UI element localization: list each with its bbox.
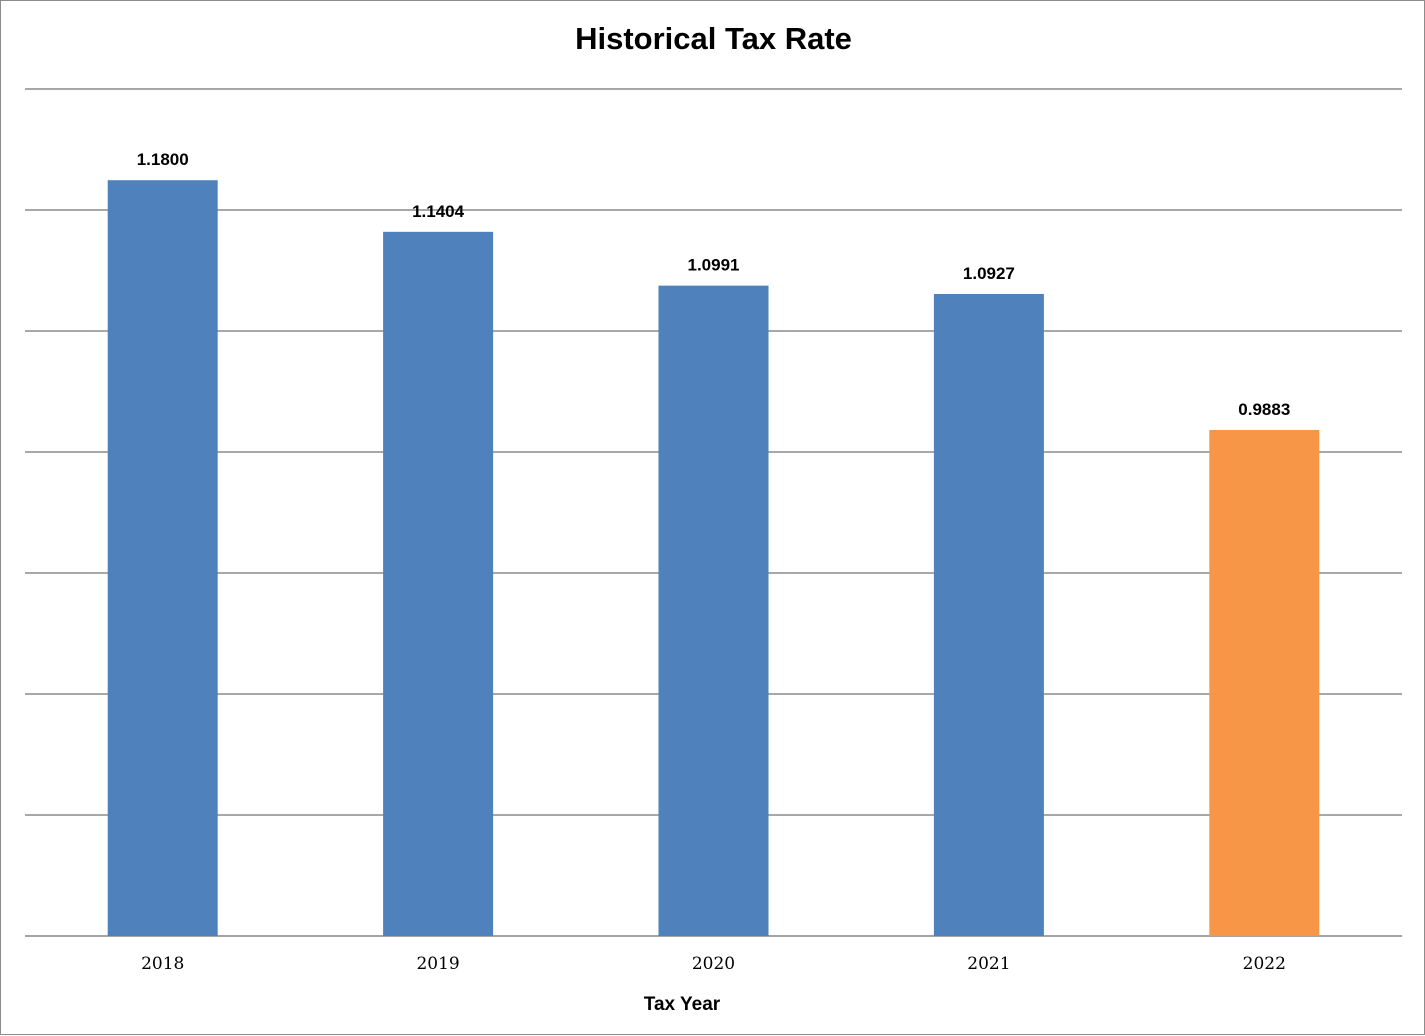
- bar-2019: [383, 231, 494, 936]
- data-label-2018: 1.1800: [137, 150, 189, 169]
- x-tick-label-2020: 2020: [692, 954, 735, 974]
- x-tick-label-2019: 2019: [416, 954, 459, 974]
- x-tick-label-2021: 2021: [967, 954, 1010, 974]
- bar-2018: [107, 180, 218, 936]
- x-axis-title: Tax Year: [643, 994, 721, 1015]
- bar-2022: [1209, 430, 1320, 936]
- data-label-2020: 1.0991: [688, 256, 740, 275]
- x-tick-label-2018: 2018: [141, 954, 184, 974]
- data-label-2021: 1.0927: [963, 264, 1015, 283]
- data-label-2022: 0.9883: [1238, 400, 1290, 419]
- bar-2020: [658, 285, 769, 937]
- x-tick-label-2022: 2022: [1243, 954, 1286, 974]
- chart-title: Historical Tax Rate: [575, 21, 852, 56]
- bar-2021: [933, 293, 1044, 936]
- data-label-2019: 1.1404: [412, 202, 465, 221]
